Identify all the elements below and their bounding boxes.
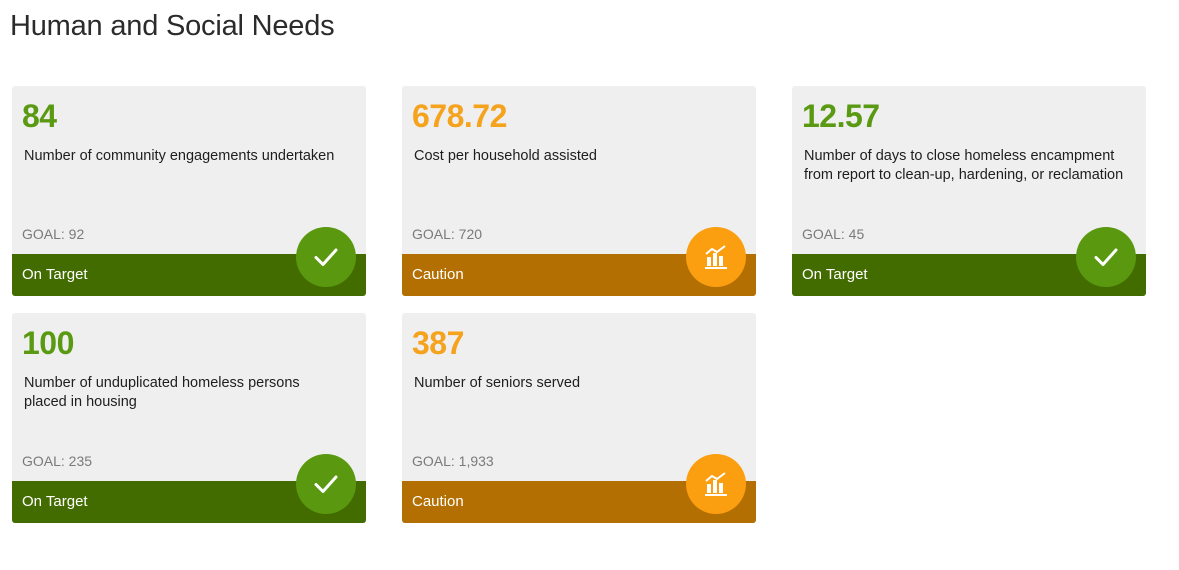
metric-value: 100 <box>22 325 74 361</box>
status-label: Caution <box>412 493 464 510</box>
metric-goal: GOAL: 1,933 <box>412 453 494 469</box>
metric-description: Number of community engagements undertak… <box>24 148 335 164</box>
bar-chart-icon <box>686 454 746 514</box>
metric-goal: GOAL: 235 <box>22 453 93 469</box>
metric-value: 84 <box>22 98 57 134</box>
metric-value: 678.72 <box>412 98 507 134</box>
metric-goal: GOAL: 92 <box>22 226 85 242</box>
metric-description: Number of seniors served <box>414 375 581 391</box>
metric-card-community-engagements[interactable]: 84 Number of community engagements under… <box>12 86 366 296</box>
metric-description: Number of unduplicated homeless persons … <box>24 375 300 410</box>
metric-value: 12.57 <box>802 98 880 134</box>
bar-chart-icon <box>686 227 746 287</box>
metric-card-cost-per-household[interactable]: 678.72 Cost per household assisted GOAL:… <box>402 86 756 296</box>
checkmark-icon <box>296 227 356 287</box>
metric-card-homeless-housed[interactable]: 100 Number of unduplicated homeless pers… <box>12 313 366 523</box>
metric-value: 387 <box>412 325 464 361</box>
status-label: Caution <box>412 266 464 283</box>
metric-goal: GOAL: 720 <box>412 226 483 242</box>
metric-description: Cost per household assisted <box>414 148 597 164</box>
page-title: Human and Social Needs <box>10 10 335 42</box>
checkmark-icon <box>1076 227 1136 287</box>
metric-goal: GOAL: 45 <box>802 226 865 242</box>
metric-card-homeless-encampment[interactable]: 12.57 Number of days to close homeless e… <box>792 86 1146 296</box>
checkmark-icon <box>296 454 356 514</box>
status-label: On Target <box>802 266 868 283</box>
metric-card-seniors-served[interactable]: 387 Number of seniors served GOAL: 1,933… <box>402 313 756 523</box>
metric-description: Number of days to close homeless encampm… <box>804 148 1124 183</box>
status-label: On Target <box>22 266 88 283</box>
status-label: On Target <box>22 493 88 510</box>
